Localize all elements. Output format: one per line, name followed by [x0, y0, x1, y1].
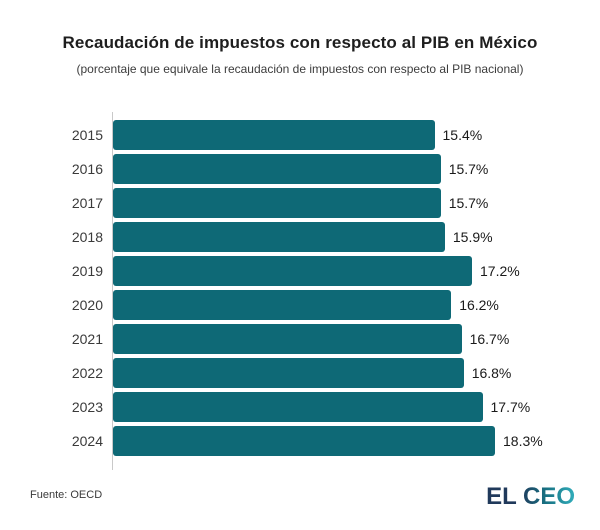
chart-subtitle: (porcentaje que equivale la recaudación … — [76, 62, 524, 76]
bar-row: 2017 15.7% — [0, 186, 600, 220]
category-label: 2019 — [71, 263, 103, 279]
value-label: 15.4% — [442, 127, 483, 143]
elceo-logo: EL CEO — [486, 483, 575, 510]
category-label: 2020 — [71, 297, 103, 313]
bar-track: 15.7% — [113, 154, 600, 184]
value-label: 16.7% — [469, 331, 510, 347]
bar-2015 — [113, 120, 435, 150]
category-label: 2015 — [71, 127, 103, 143]
category-label: 2018 — [71, 229, 103, 245]
bar-row: 2020 16.2% — [0, 288, 600, 322]
bar-track: 15.4% — [113, 120, 600, 150]
bar-row: 2023 17.7% — [0, 390, 600, 424]
bar-row: 2024 18.3% — [0, 424, 600, 458]
bar-row: 2021 16.7% — [0, 322, 600, 356]
bar-track: 16.7% — [113, 324, 600, 354]
bar-row: 2015 15.4% — [0, 118, 600, 152]
category-label: 2021 — [71, 331, 103, 347]
value-label: 16.8% — [471, 365, 512, 381]
category-label: 2024 — [71, 433, 103, 449]
category-label: 2017 — [71, 195, 103, 211]
bar-2016 — [113, 154, 441, 184]
chart-title: Recaudación de impuestos con respecto al… — [62, 33, 538, 52]
bar-track: 17.7% — [113, 392, 600, 422]
value-label: 17.2% — [480, 263, 520, 279]
bar-track: 16.2% — [113, 290, 600, 320]
value-label: 15.7% — [448, 195, 489, 211]
bar-2019 — [113, 256, 472, 286]
bar-2018 — [113, 222, 445, 252]
value-label: 15.7% — [448, 161, 489, 177]
bar-2024 — [113, 426, 495, 456]
bar-2023 — [113, 392, 483, 422]
bar-track: 15.9% — [113, 222, 600, 252]
bar-row: 2022 16.8% — [0, 356, 600, 390]
y-axis-line — [112, 112, 113, 470]
bar-2022 — [113, 358, 464, 388]
bar-track: 16.8% — [113, 358, 600, 388]
category-label: 2022 — [71, 365, 103, 381]
bar-row: 2019 17.2% — [0, 254, 600, 288]
bar-track: 18.3% — [113, 426, 600, 456]
category-label: 2023 — [71, 399, 103, 415]
value-label: 18.3% — [503, 433, 543, 449]
category-label: 2016 — [71, 161, 103, 177]
value-label: 16.2% — [459, 297, 499, 313]
bar-chart: 2015 15.4% 2016 15.7% 2017 15.7% 2018 15.9% 2019… — [0, 118, 600, 458]
bar-2017 — [113, 188, 441, 218]
bar-2020 — [113, 290, 452, 320]
source-note: Fuente: OECD — [30, 489, 103, 501]
bar-2021 — [113, 324, 462, 354]
value-label: 17.7% — [490, 399, 531, 415]
bar-row: 2016 15.7% — [0, 152, 600, 186]
bar-row: 2018 15.9% — [0, 220, 600, 254]
value-label: 15.9% — [452, 229, 493, 245]
bar-track: 17.2% — [113, 256, 600, 286]
bar-track: 15.7% — [113, 188, 600, 218]
